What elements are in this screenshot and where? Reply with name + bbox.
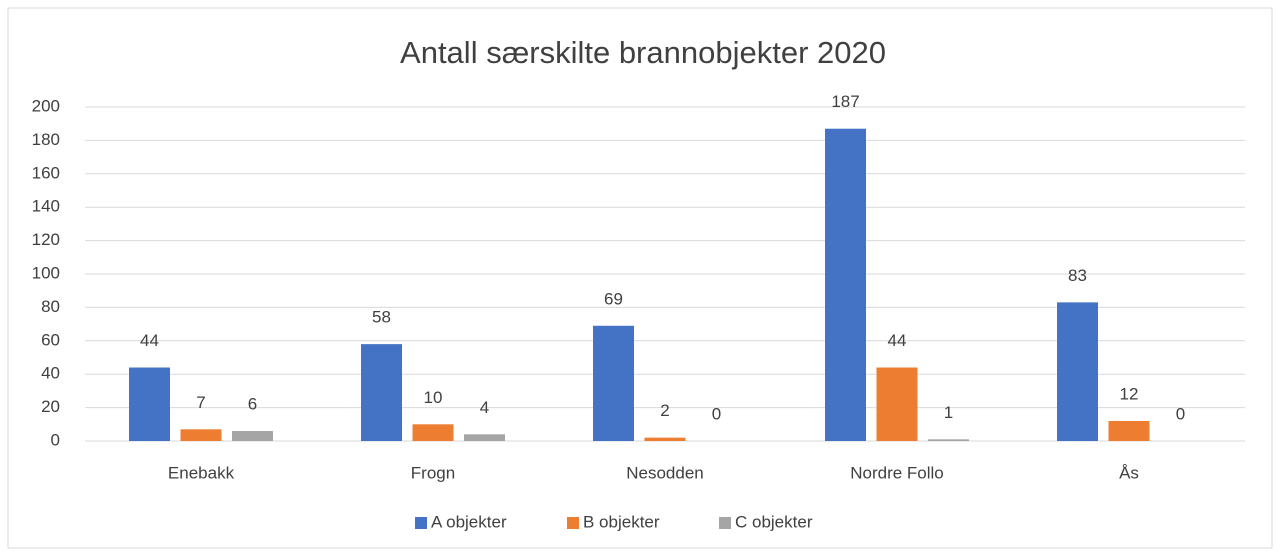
- y-tick-label: 180: [32, 130, 60, 149]
- bar: [180, 429, 222, 441]
- y-tick-label: 160: [32, 163, 60, 182]
- data-label: 7: [196, 393, 205, 412]
- bar: [361, 344, 402, 441]
- x-tick-label: Ås: [1119, 463, 1139, 482]
- x-tick-label: Nesodden: [626, 463, 704, 482]
- legend-swatch: [567, 517, 579, 529]
- data-label: 187: [831, 92, 859, 111]
- bar: [464, 434, 505, 441]
- y-tick-label: 20: [41, 397, 60, 416]
- x-tick-label: Enebakk: [168, 463, 235, 482]
- bar: [232, 430, 273, 441]
- bar: [412, 424, 454, 441]
- legend-label: B objekter: [583, 512, 660, 531]
- bar: [876, 367, 918, 441]
- chart-frame: [7, 7, 1273, 549]
- data-label: 0: [1176, 404, 1185, 423]
- bar: [1108, 420, 1150, 441]
- data-label: 83: [1068, 266, 1087, 285]
- y-tick-label: 100: [32, 263, 60, 282]
- bar: [644, 437, 686, 441]
- data-label: 4: [480, 398, 489, 417]
- y-tick-label: 200: [32, 96, 60, 115]
- data-label: 0: [712, 404, 721, 423]
- data-label: 44: [888, 331, 907, 350]
- legend-swatch: [719, 517, 731, 529]
- legend-swatch: [415, 517, 427, 529]
- legend-label: C objekter: [735, 512, 813, 531]
- data-label: 2: [660, 401, 669, 420]
- chart-title: Antall særskilte brannobjekter 2020: [400, 35, 886, 70]
- data-label: 1: [944, 403, 953, 422]
- bar: [129, 367, 170, 441]
- bar: [593, 325, 634, 441]
- y-tick-label: 80: [41, 297, 60, 316]
- y-tick-label: 140: [32, 197, 60, 216]
- bar: [928, 439, 969, 441]
- data-label: 69: [604, 289, 623, 308]
- data-label: 58: [372, 308, 391, 327]
- data-label: 12: [1120, 384, 1139, 403]
- legend-label: A objekter: [431, 512, 507, 531]
- bar: [1057, 302, 1098, 441]
- y-tick-label: 0: [51, 430, 60, 449]
- data-label: 6: [248, 394, 257, 413]
- data-label: 10: [424, 388, 443, 407]
- data-label: 44: [140, 331, 159, 350]
- y-tick-label: 120: [32, 230, 60, 249]
- y-tick-label: 40: [41, 364, 60, 383]
- x-tick-label: Frogn: [411, 463, 455, 482]
- bar: [825, 128, 866, 441]
- y-tick-label: 60: [41, 330, 60, 349]
- x-tick-label: Nordre Follo: [850, 463, 944, 482]
